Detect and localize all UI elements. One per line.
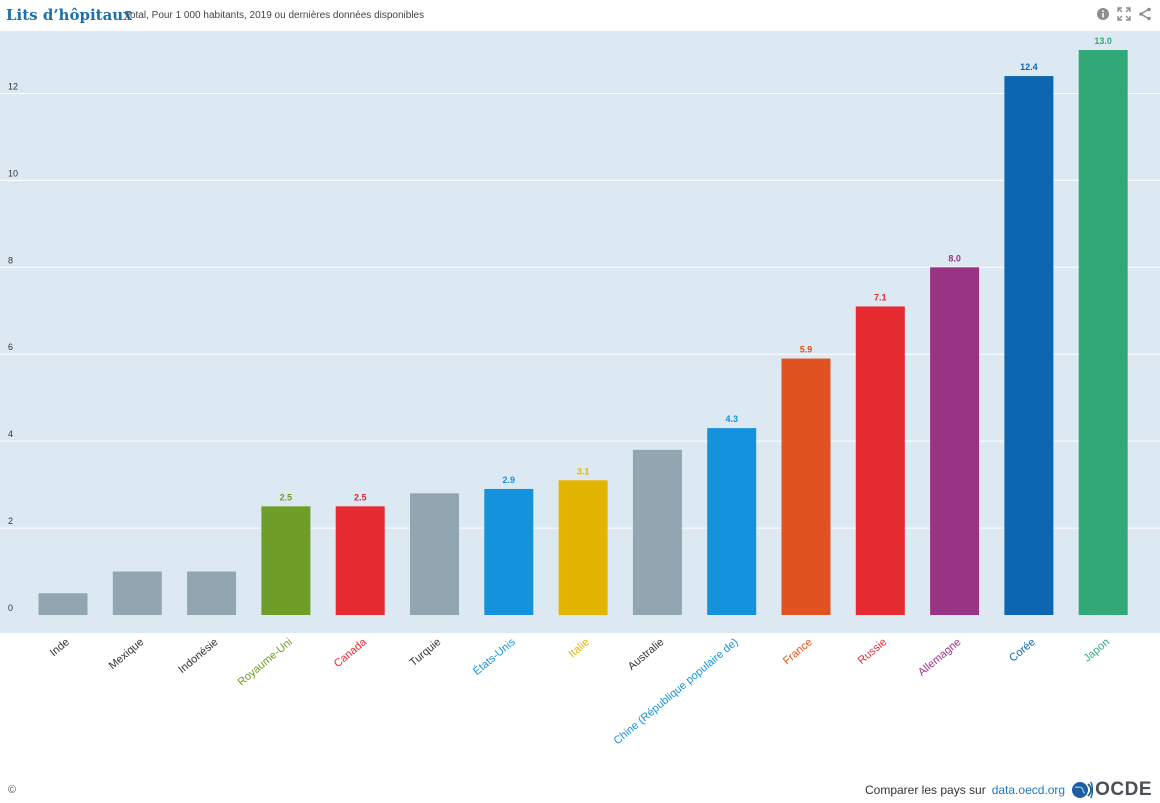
data-label: 2.5 [354, 492, 367, 502]
data-label: 5.9 [800, 345, 813, 355]
x-tick-label: Japon [1081, 636, 1112, 664]
y-tick-label: 4 [8, 429, 13, 439]
bar [632, 449, 682, 615]
y-tick-label: 10 [8, 168, 18, 178]
bar [930, 267, 980, 615]
x-tick-label: France [781, 636, 815, 667]
info-icon[interactable] [1096, 7, 1110, 21]
data-label: 4.3 [725, 414, 738, 424]
data-label: 7.1 [874, 292, 887, 302]
data-label: 13.0 [1094, 36, 1112, 46]
x-tick-label: Turquie [407, 636, 443, 669]
bar [410, 493, 459, 615]
x-tick-label: Italie [567, 636, 593, 660]
copyright-symbol: © [8, 784, 17, 796]
data-label: 8.0 [948, 253, 961, 263]
chart-title: Lits d’hôpitaux [6, 6, 133, 24]
chart-subtitle: Total, Pour 1 000 habitants, 2019 ou der… [125, 10, 425, 21]
compare-text: Comparer les pays sur [864, 783, 986, 797]
bar [38, 593, 88, 615]
bar [187, 571, 237, 615]
footer-links: Comparer les pays sur data.oecd.org OCDE [865, 778, 1152, 802]
bar [484, 488, 534, 615]
chart-toolbar [1096, 7, 1152, 21]
bar [1078, 50, 1128, 615]
x-tick-label: Chine (République populaire de) [612, 636, 741, 747]
x-tick-label: Allemagne [916, 636, 964, 679]
data-label: 2.9 [503, 475, 516, 485]
ocde-logo-text: OCDE [1095, 779, 1152, 800]
bar-chart: 0 2 4 6 8 10 12 Inde Mexique Indonésie 2.5 Royaume-… [0, 31, 1160, 747]
x-tick-label: Indonésie [176, 636, 220, 676]
bar [558, 480, 608, 615]
x-tick-label: Royaume-Uni [236, 636, 295, 688]
x-tick-label: Australie [626, 636, 666, 673]
bar [261, 506, 311, 615]
chart-header: Lits d’hôpitaux Total, Pour 1 000 habita… [6, 4, 1154, 28]
x-tick-label: États-Unis [470, 635, 518, 678]
x-tick-label: Inde [48, 636, 72, 659]
ocde-logo[interactable]: OCDE [1071, 779, 1152, 801]
globe-icon [1071, 779, 1094, 801]
data-oecd-link[interactable]: data.oecd.org [991, 783, 1066, 797]
bar [707, 428, 757, 615]
share-icon[interactable] [1138, 7, 1152, 21]
expand-icon[interactable] [1117, 7, 1131, 21]
y-tick-label: 0 [8, 603, 13, 613]
x-tick-label: Russie [856, 636, 889, 667]
y-tick-label: 2 [8, 516, 13, 526]
bar [855, 306, 905, 615]
bar [1004, 76, 1054, 616]
bar [112, 571, 162, 615]
y-tick-label: 8 [8, 255, 13, 265]
x-tick-label: Corée [1007, 636, 1038, 664]
data-label: 3.1 [577, 466, 590, 476]
bar [335, 506, 385, 615]
x-tick-label: Mexique [107, 636, 147, 672]
data-label: 2.5 [280, 492, 293, 502]
y-tick-label: 6 [8, 342, 13, 352]
data-label: 12.4 [1020, 62, 1038, 72]
x-tick-label: Canada [332, 636, 370, 671]
bar [781, 358, 831, 615]
y-tick-label: 12 [8, 81, 18, 91]
